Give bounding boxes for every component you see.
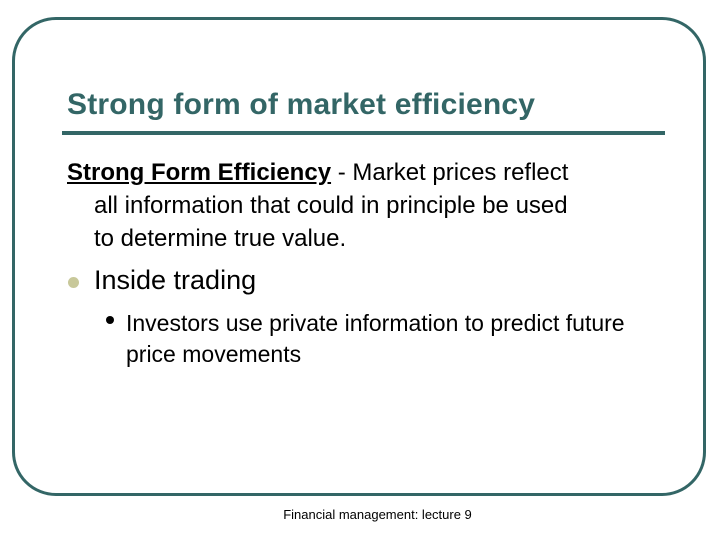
slide-title: Strong form of market efficiency: [67, 88, 536, 121]
definition-text-line2: all information that could in principle …: [94, 192, 568, 219]
sub-bullet-dot-icon: [106, 316, 114, 324]
definition-text: - Market prices reflect: [331, 159, 569, 186]
definition-text-line3: to determine true value.: [94, 225, 347, 252]
bullet-dot-icon: [68, 277, 79, 288]
slide-frame: [12, 17, 706, 496]
definition-term: Strong Form Efficiency: [67, 159, 332, 186]
slide-footer: Financial management: lecture 9: [283, 507, 472, 522]
title-divider: [62, 131, 665, 135]
bullet-inside-trading: Inside trading: [94, 265, 257, 295]
definition-paragraph: Strong Form Efficiency - Market prices r…: [67, 156, 667, 255]
sub-bullet-private-information: Investors use private information to pre…: [126, 310, 625, 367]
